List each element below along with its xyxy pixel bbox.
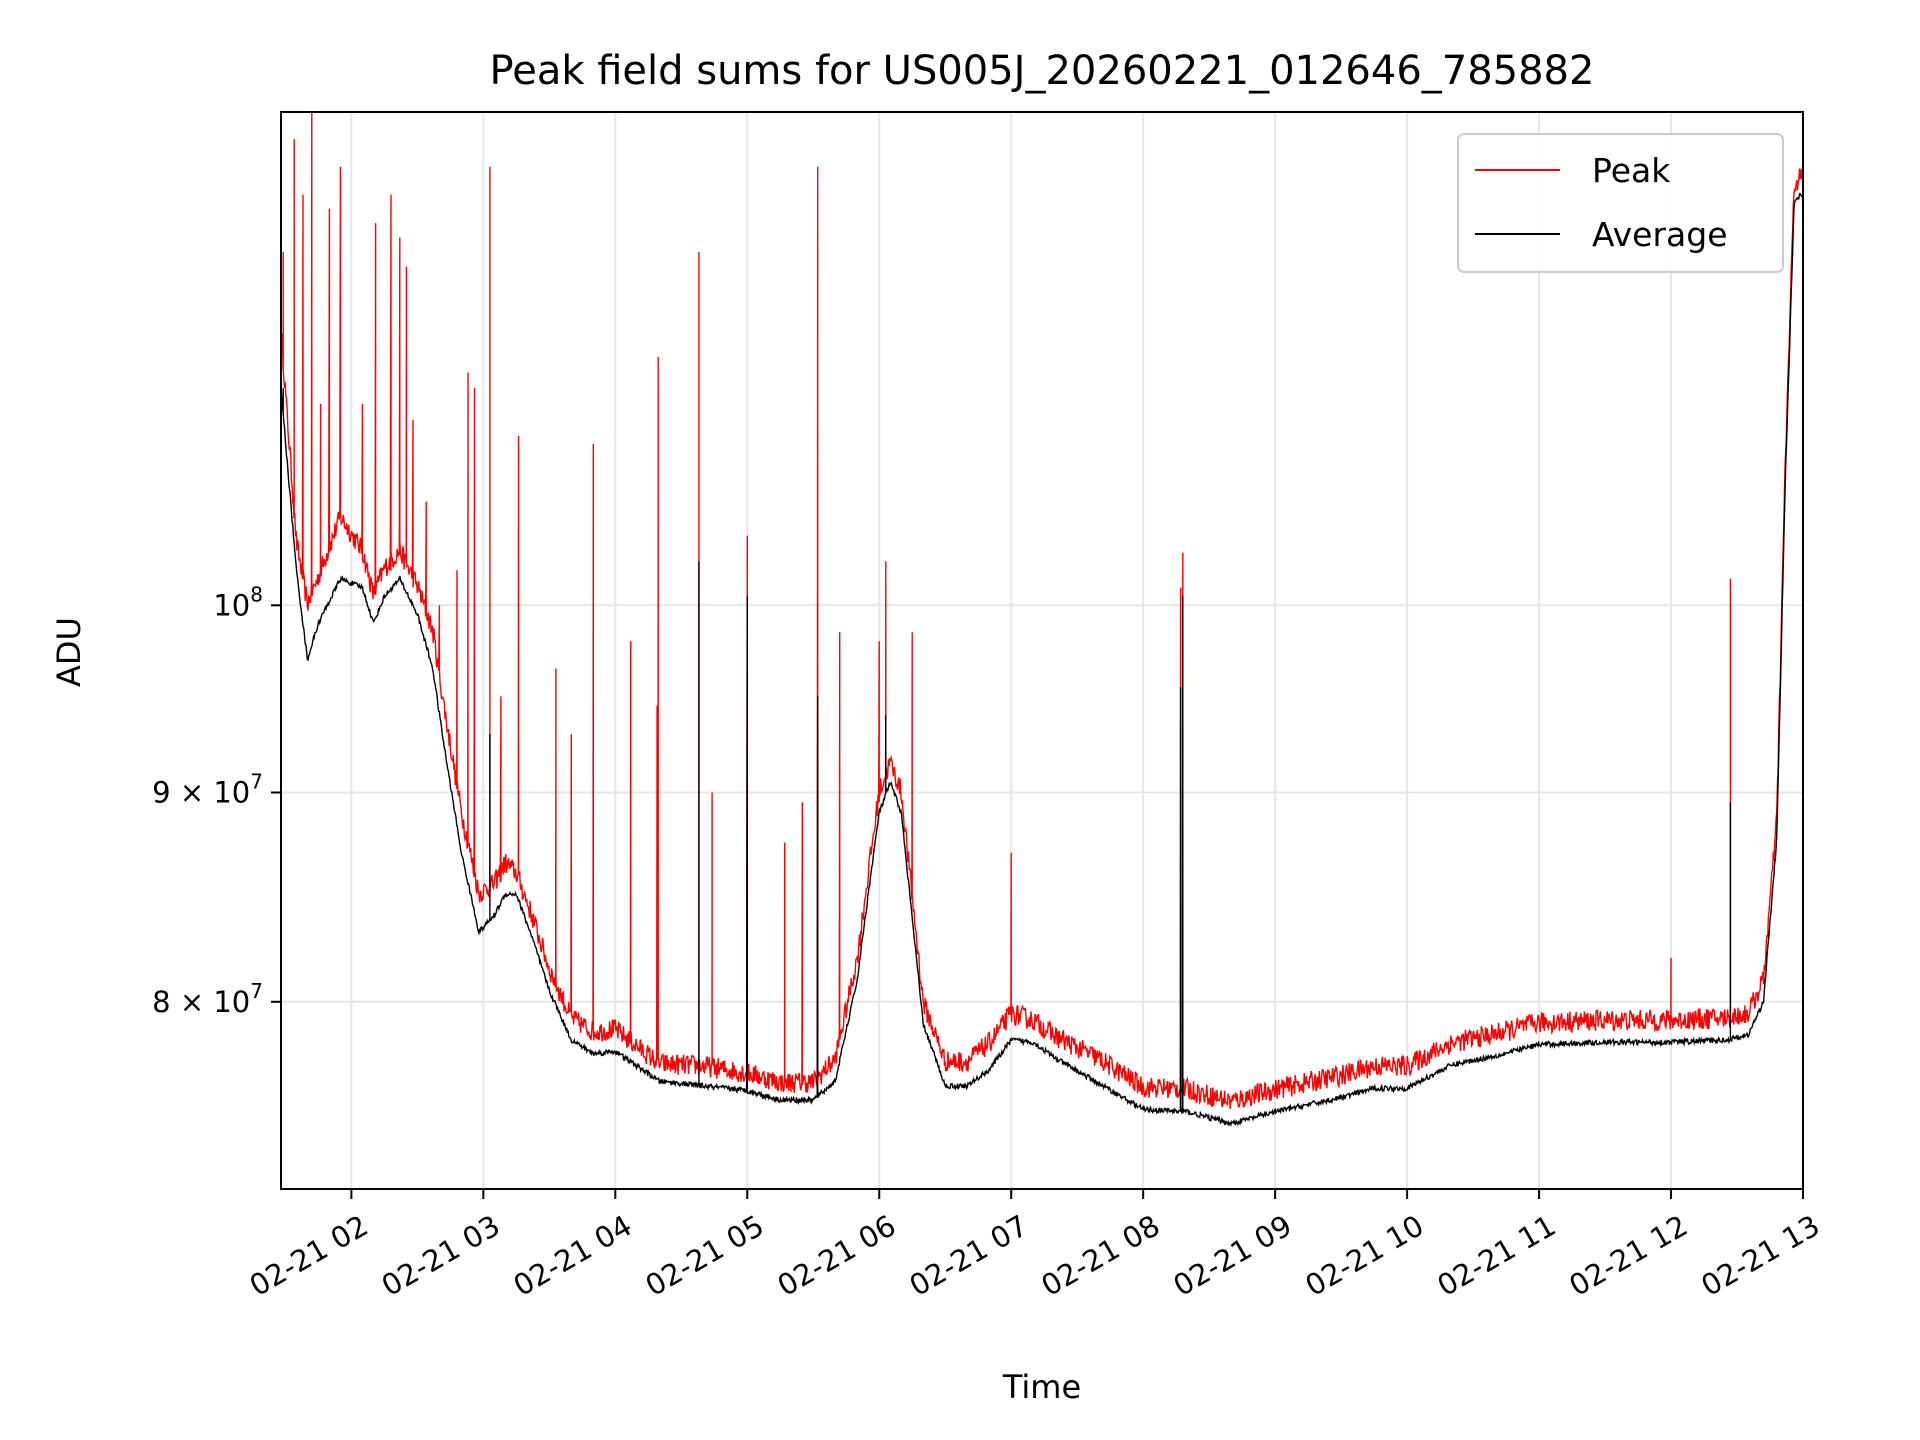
- legend-box: [1457, 133, 1784, 273]
- chart-title: Peak field sums for US005J_20260221_0126…: [490, 48, 1595, 94]
- plot-frame: [280, 111, 1804, 1190]
- series-layer: [281, 112, 1803, 1128]
- legend: Peak Average: [1457, 133, 1784, 273]
- y-tick-label: 9 × 107: [152, 770, 263, 810]
- y-tick-label: 108: [213, 582, 263, 622]
- series-line-average: [281, 192, 1803, 1128]
- x-axis-title: Time: [1002, 1368, 1081, 1406]
- plot-area: [281, 112, 1803, 1189]
- series-line-peak: [281, 112, 1803, 1109]
- legend-label-average: Average: [1592, 215, 1728, 254]
- legend-label-peak: Peak: [1592, 151, 1671, 190]
- y-tick-label: 8 × 107: [152, 979, 263, 1019]
- y-axis-title: ADU: [50, 617, 88, 687]
- y-axis: 8 × 107 9 × 107 108: [152, 582, 281, 1019]
